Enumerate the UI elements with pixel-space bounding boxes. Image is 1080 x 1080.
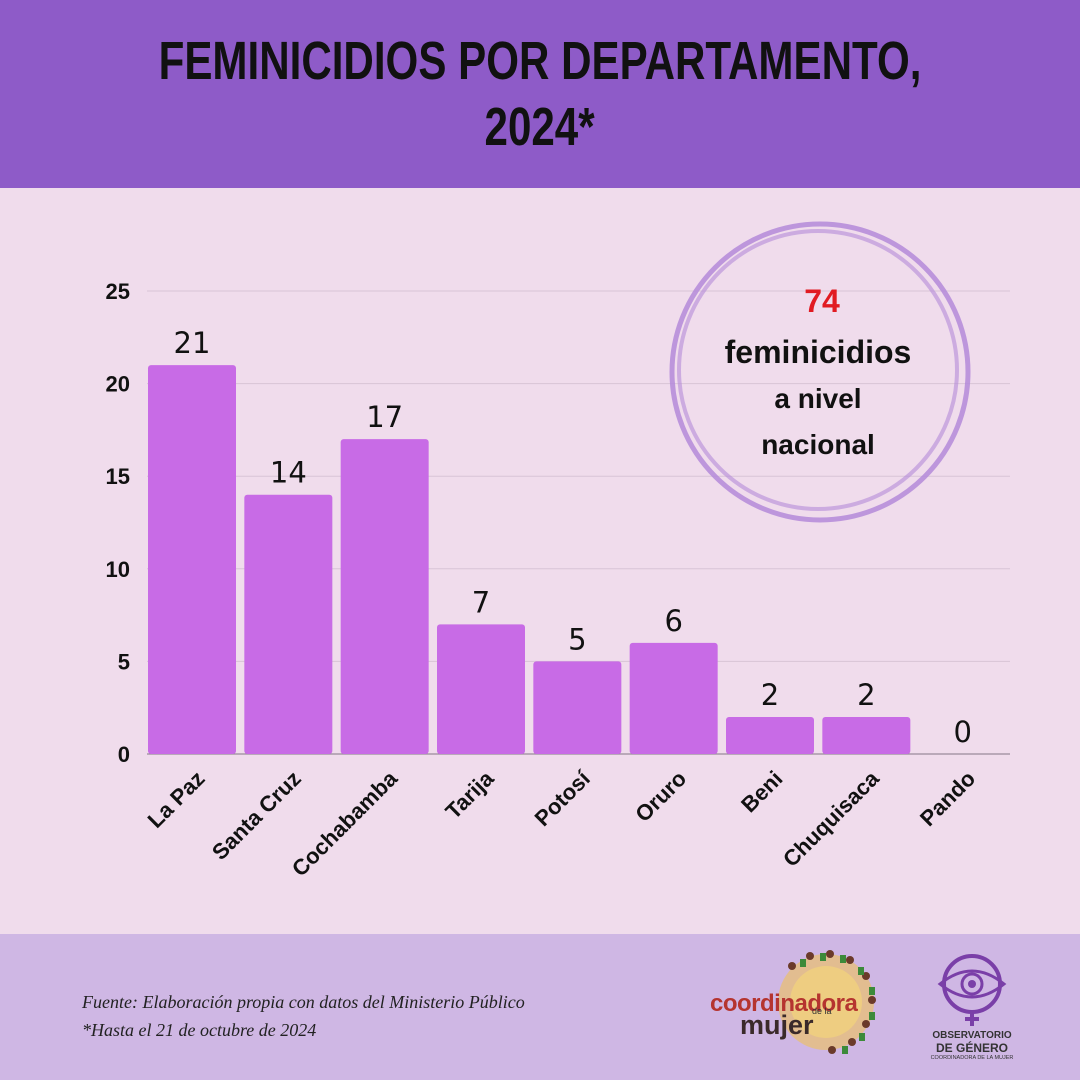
value-label: 2	[857, 678, 875, 712]
footer-band	[0, 934, 1080, 1080]
x-tick-label: Oruro	[630, 766, 691, 827]
y-tick-label: 15	[106, 464, 130, 489]
bar	[148, 365, 236, 754]
bar	[726, 716, 814, 754]
value-label: 6	[664, 604, 682, 638]
observatorio-logo-line2: DE GÉNERO	[935, 1041, 1008, 1055]
bar	[244, 494, 333, 754]
x-tick-label: Chuquisaca	[778, 765, 884, 871]
value-label: 17	[366, 400, 403, 434]
source-note: Fuente: Elaboración propia con datos del…	[82, 992, 525, 1012]
coordinadora-logo-small: de la	[812, 1006, 832, 1016]
callout-ring-outer	[669, 221, 971, 523]
x-tick-label: Santa Cruz	[207, 766, 306, 865]
value-label: 21	[174, 326, 211, 360]
y-tick-label: 25	[106, 279, 130, 304]
value-label: 5	[568, 622, 586, 656]
coordinadora-logo-icon	[778, 950, 876, 1054]
bar	[629, 642, 718, 754]
y-tick-labels: 0 5 10 15 20 25	[106, 279, 130, 767]
value-label: 0	[953, 715, 971, 749]
value-label: 7	[472, 585, 490, 619]
x-tick-label: Tarija	[441, 765, 500, 824]
page-title-line2: 2024*	[484, 97, 596, 157]
x-tick-label: La Paz	[143, 766, 210, 833]
callout-number: 74	[804, 283, 840, 319]
header-banner: FEMINICIDIOS POR DEPARTAMENTO, 2024*	[0, 0, 1080, 188]
callout-line1: feminicidios	[725, 334, 912, 370]
bar	[340, 439, 429, 754]
observatorio-logo-line3: COORDINADORA DE LA MUJER	[930, 1055, 1014, 1061]
coordinadora-logo-mujer: mujer	[740, 1010, 814, 1040]
observatorio-eye-icon	[937, 954, 1007, 1026]
page-title-line1: FEMINICIDIOS POR DEPARTAMENTO,	[158, 31, 922, 91]
bar	[533, 661, 622, 754]
y-tick-label: 20	[106, 372, 130, 397]
value-labels: 21 14 17 7 5 6 2 2 0	[174, 326, 972, 749]
callout-line2: a nivel	[774, 383, 861, 414]
bars	[148, 365, 911, 754]
y-tick-label: 5	[118, 649, 130, 674]
value-label: 2	[761, 678, 779, 712]
bar	[822, 716, 911, 754]
x-tick-label: Pando	[915, 766, 980, 831]
callout-line3: nacional	[761, 429, 875, 460]
date-note: *Hasta el 21 de octubre de 2024	[82, 1020, 317, 1040]
coordinadora-logo-text: coordinadora	[710, 990, 858, 1017]
national-total-callout: 74 feminicidios a nivel nacional	[669, 221, 971, 523]
observatorio-logo-line1: OBSERVATORIO	[932, 1030, 1012, 1041]
x-tick-label: Beni	[736, 766, 787, 817]
callout-ring-inner	[677, 229, 959, 511]
y-tick-label: 0	[118, 742, 130, 767]
x-tick-label: Potosí	[530, 765, 596, 831]
value-label: 14	[270, 456, 307, 490]
y-tick-label: 10	[106, 557, 130, 582]
bar	[437, 624, 525, 754]
